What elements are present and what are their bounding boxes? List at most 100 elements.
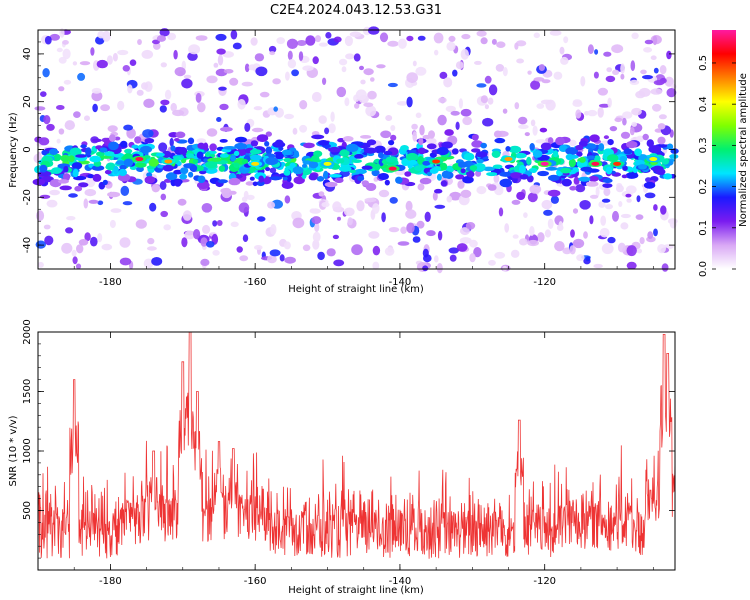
spectrogram-cell (249, 149, 262, 155)
spectrogram-cell (661, 263, 669, 272)
spectrogram-cell (519, 238, 528, 246)
spectrogram-cell (568, 158, 577, 168)
spectrogram-cell (526, 156, 532, 165)
spectrogram-cell (390, 125, 396, 131)
spectrogram-cell (537, 170, 549, 177)
spectrogram-cell (647, 231, 654, 240)
spectrogram-cell (512, 234, 519, 239)
spectrogram-cell (373, 163, 381, 171)
spectrogram-cell (636, 248, 643, 254)
spectrogram-cell (193, 229, 201, 240)
spectrogram-cell (653, 67, 659, 74)
spectrogram-cell (433, 32, 444, 44)
spectrogram-cell (569, 245, 576, 255)
spectrogram-cell (626, 261, 637, 270)
spectrogram-cell (73, 111, 81, 118)
spectrogram-cell (267, 255, 277, 264)
spectrogram-cell (620, 222, 629, 230)
spectrogram-cell (308, 174, 318, 181)
spectrogram-cell (220, 188, 231, 194)
spectrogram-cell (96, 151, 105, 157)
spectrogram-cell (316, 176, 325, 182)
spectrogram-cell (324, 127, 330, 135)
spectrogram-cell (187, 137, 195, 145)
spectrogram-cell (611, 44, 624, 54)
spectrogram-cell (576, 254, 585, 262)
spectrogram-cell (305, 35, 316, 46)
spectrogram-cell (474, 60, 482, 65)
spectrogram-cell (516, 58, 524, 64)
spectrogram-cell (308, 161, 319, 169)
spectrogram-cell (575, 144, 584, 151)
spectrogram-cell (545, 166, 558, 171)
spectrogram-cell (388, 140, 395, 146)
spectrogram-cell (642, 75, 653, 80)
spectrogram-cell (536, 103, 545, 109)
spectrogram-cell (181, 237, 188, 248)
spectrogram-cell (269, 167, 277, 174)
spectrogram-cell (486, 172, 498, 177)
spectrogram-cell (237, 99, 246, 110)
spectrogram-cell (276, 37, 286, 45)
spectrogram-cell (458, 98, 463, 109)
spectrogram-cell (600, 215, 607, 226)
spectrogram-cell (589, 134, 600, 143)
snr-series-line (37, 331, 676, 559)
spectrogram-cell (239, 255, 249, 262)
spectrogram-cell (206, 75, 218, 84)
spectrogram-cell (259, 91, 270, 98)
spectrogram-cell (432, 191, 438, 201)
spectrogram-cell (361, 165, 373, 170)
spectrogram-cell (653, 204, 658, 211)
spectrogram-cell (68, 193, 78, 198)
spectrogram-cell (258, 175, 265, 183)
spectrogram-cell (321, 202, 330, 208)
spectrogram-hotspot (323, 161, 332, 166)
spectrogram-cell (585, 256, 591, 262)
spectrogram-cell (228, 190, 237, 195)
spectrogram-cell (229, 77, 239, 86)
spectrogram-cell (40, 91, 47, 97)
spectrogram-cell (462, 176, 474, 184)
spectrogram-cell (448, 247, 459, 254)
spectrogram-cell (286, 38, 298, 49)
spectrogram-cell (349, 31, 362, 38)
spectrogram-cell (351, 159, 363, 164)
spectrogram-cell (269, 176, 282, 181)
spectrogram-cell (356, 200, 365, 212)
spectrogram-cell (406, 222, 415, 234)
spectrogram-cell (484, 104, 489, 110)
spectrogram-cell (484, 75, 492, 84)
spectrogram-cell (573, 177, 580, 185)
spectrogram-cell (360, 135, 372, 139)
spectrogram-cell (533, 77, 545, 82)
snr-panel: -180 -160 -140 -120 500 1000 1500 2000 Height … (8, 319, 676, 596)
spectrogram-cell (330, 111, 335, 122)
spectrogram-cell (43, 115, 51, 125)
spectrogram-cell (412, 236, 421, 243)
spectrogram-cell (230, 154, 236, 162)
spectrogram-cell (62, 40, 69, 45)
spectrogram-cell (161, 150, 172, 158)
spectrogram-cell (248, 64, 256, 71)
spectrogram-cell (526, 175, 534, 183)
spectrogram-cell (519, 174, 529, 180)
spectrogram-cell (299, 124, 308, 133)
spectrogram-cell (578, 176, 591, 182)
spectrogram-cell (87, 174, 95, 179)
spectrogram-cell (284, 113, 294, 120)
spectrogram-cell (594, 155, 601, 162)
spectrogram-cell (236, 246, 243, 253)
spectrogram-cell (607, 97, 612, 108)
spectrogram-cell (349, 169, 357, 174)
spectrogram-cell (72, 168, 79, 178)
spectrogram-cell (533, 32, 540, 39)
spectrogram-cell (602, 183, 613, 189)
spectrogram-cell (149, 202, 157, 212)
spectrogram-cell (643, 47, 653, 53)
spectrogram-cell (584, 143, 597, 150)
spectrogram-cell (223, 146, 237, 150)
spectrogram-cell (254, 53, 265, 62)
spectrogram-cell (528, 168, 538, 173)
spectrogram-cell (228, 177, 241, 186)
